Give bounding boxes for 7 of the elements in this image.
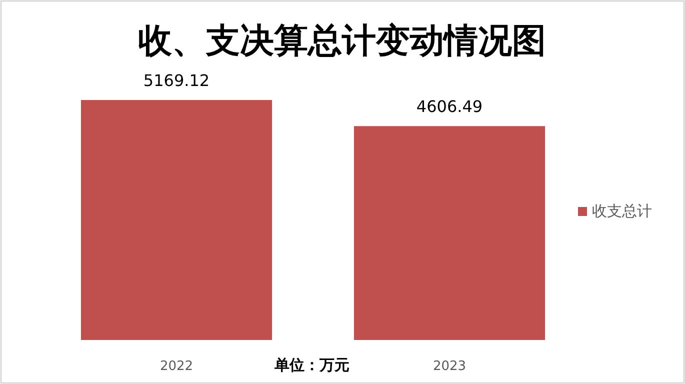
text: 单位：万元	[274, 356, 350, 374]
data-label: 5169.12	[143, 71, 210, 90]
chart-title: 收、支决算总计变动情况图	[138, 21, 546, 61]
x-tick-label: 2022	[160, 359, 194, 374]
legend-label: 收支总计	[592, 202, 652, 220]
x-tick-label: 2023	[432, 359, 466, 374]
data-label: 4606.49	[416, 97, 483, 116]
